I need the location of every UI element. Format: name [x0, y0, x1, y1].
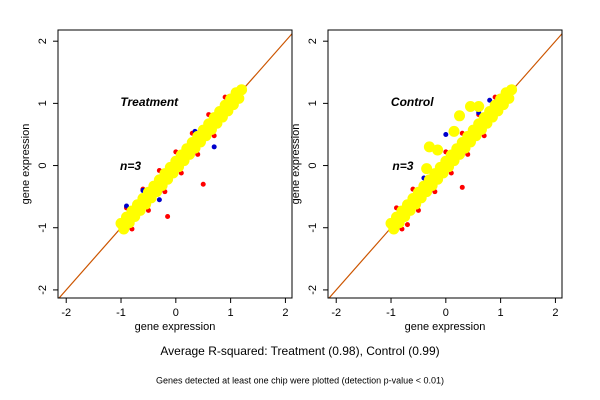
scatter-point [211, 144, 217, 150]
y-tick-label: -2 [307, 285, 319, 295]
plot-area [328, 32, 562, 298]
y-tick-label: 1 [307, 100, 319, 106]
y-tick-label: -1 [307, 223, 319, 233]
x-axis-label: gene expression [135, 321, 216, 333]
x-axis-label: gene expression [405, 321, 486, 333]
scatter-point [506, 84, 518, 96]
panel-label: Control [391, 95, 434, 109]
scatter-point [459, 184, 465, 190]
x-tick-label: 1 [498, 307, 504, 319]
annotation: n=3 [392, 159, 413, 173]
x-tick-label: -1 [116, 307, 126, 319]
annotation: n=3 [120, 159, 141, 173]
x-tick-label: -2 [331, 307, 341, 319]
footnote: Genes detected at least one chip were pl… [156, 375, 444, 385]
scatter-point [443, 131, 449, 137]
y-tick-label: 2 [307, 38, 319, 44]
scatter-point [464, 100, 476, 112]
plot-frame [57, 29, 293, 299]
scatter-point [432, 144, 444, 156]
scatter-point [503, 92, 515, 104]
scatter-point [233, 92, 245, 104]
scatter-point [454, 110, 466, 122]
scatter-point [165, 214, 171, 220]
scatter-point [487, 97, 493, 103]
x-tick-label: 2 [282, 307, 288, 319]
y-axis-label: gene expression [290, 124, 302, 205]
scatter-point [404, 222, 410, 228]
scatter-point [448, 125, 460, 137]
scatter-point [236, 84, 248, 96]
y-tick-label: 0 [307, 162, 319, 168]
y-axis-label: gene expression [20, 124, 32, 205]
scatter-point [421, 163, 433, 175]
x-tick-label: 2 [552, 307, 558, 319]
y-tick-label: 1 [37, 100, 49, 106]
scatter-point [124, 203, 130, 209]
plot-frame [327, 29, 563, 299]
y-tick-label: 0 [37, 162, 49, 168]
scatter-point [200, 181, 206, 187]
scatter-point [473, 100, 485, 112]
scatter-point [156, 197, 162, 203]
panel-label: Treatment [120, 95, 179, 109]
y-tick-label: 2 [37, 38, 49, 44]
x-tick-label: 1 [228, 307, 234, 319]
x-tick-label: 0 [443, 307, 449, 319]
x-tick-label: 0 [173, 307, 179, 319]
x-tick-label: -2 [61, 307, 71, 319]
x-tick-label: -1 [386, 307, 396, 319]
y-tick-label: -2 [37, 285, 49, 295]
caption: Average R-squared: Treatment (0.98), Con… [160, 344, 439, 358]
y-tick-label: -1 [37, 223, 49, 233]
plot-area [58, 32, 292, 298]
